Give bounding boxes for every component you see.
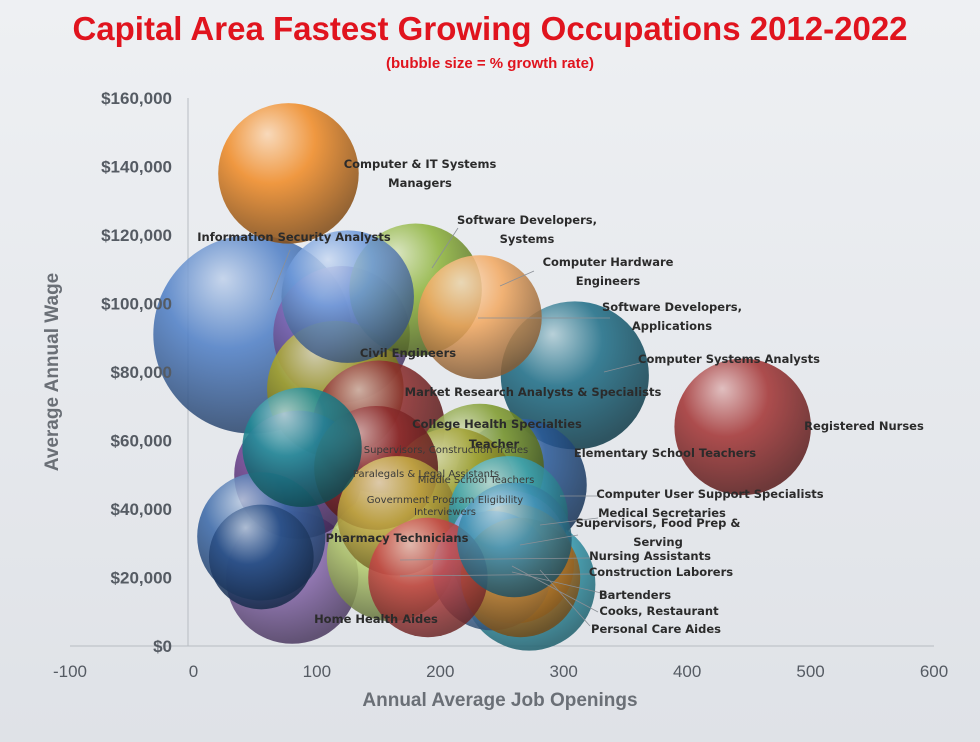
- bubble-label: Personal Care Aides: [591, 622, 721, 636]
- x-axis-ticks: -100 0 100 200 300 400 500 600: [53, 662, 948, 681]
- x-axis-title: Annual Average Job Openings: [362, 690, 637, 711]
- bubble: [242, 387, 362, 508]
- bubble-label: Computer User Support Specialists: [596, 487, 823, 501]
- chart-title: Capital Area Fastest Growing Occupations…: [72, 10, 907, 47]
- bubble-label: Bartenders: [599, 588, 671, 602]
- y-tick-label: $40,000: [111, 500, 172, 519]
- x-tick-label: 400: [673, 662, 701, 681]
- leader-line: [539, 569, 591, 627]
- y-tick-label: $140,000: [101, 158, 172, 177]
- bubble-layer: [153, 103, 811, 651]
- chart-subtitle: (bubble size = % growth rate): [386, 55, 594, 72]
- bubble: [218, 103, 359, 244]
- bubble-label: Nursing Assistants: [589, 549, 711, 563]
- x-tick-label: 300: [550, 662, 578, 681]
- leader-line: [431, 227, 459, 269]
- x-tick-label: 100: [303, 662, 331, 681]
- bubble: [208, 504, 314, 610]
- bubble-label: Managers: [388, 176, 452, 190]
- y-tick-label: $120,000: [101, 226, 172, 245]
- bubble-label: Computer Systems Analysts: [638, 352, 820, 366]
- bubble-label: Serving: [633, 535, 683, 549]
- bubble-label: Medical Secretaries: [598, 506, 726, 520]
- bubble-label: Market Research Analysts & Specialists: [405, 385, 662, 399]
- y-tick-label: $160,000: [101, 89, 172, 108]
- bubble-label: Elementary School Teachers: [574, 446, 756, 460]
- y-tick-label: $60,000: [111, 432, 172, 451]
- bubble-label: Supervisors, Food Prep &: [576, 516, 741, 530]
- leader-line: [603, 362, 641, 373]
- y-tick-label: $20,000: [111, 569, 172, 588]
- bubble-label: Supervisors, Construction Trades: [364, 445, 528, 456]
- bubble-label: Computer & IT Systems: [344, 157, 497, 171]
- bubble-label: Software Developers,: [602, 300, 742, 314]
- bubble-label: Applications: [632, 319, 712, 333]
- leader-line: [269, 249, 291, 301]
- y-axis-title: Average Annual Wage: [42, 273, 63, 472]
- bubble-label-layer: Computer & IT Systems Managers Information…: [197, 157, 924, 636]
- bubble-label: Home Health Aides: [314, 612, 438, 626]
- bubble: [417, 255, 542, 380]
- bubble-label: Information Security Analysts: [197, 230, 391, 244]
- bubble: [281, 230, 414, 363]
- bubble-label: Software Developers,: [457, 213, 597, 227]
- x-tick-label: 0: [189, 662, 198, 681]
- x-tick-label: 500: [796, 662, 824, 681]
- y-tick-label: $100,000: [101, 295, 172, 314]
- bubble-label: Teacher: [469, 437, 520, 451]
- bubble-label: Interviewers: [414, 507, 476, 518]
- bubble-label: Middle School Teachers: [418, 475, 535, 486]
- leader-line: [399, 573, 591, 577]
- bubble: [674, 358, 811, 496]
- bubble-label: Pharmacy Technicians: [326, 531, 469, 545]
- bubble: [456, 482, 572, 598]
- leader-line: [511, 571, 615, 597]
- leader-line: [511, 565, 599, 613]
- bubble-label: Engineers: [576, 274, 641, 288]
- bubble-label: Civil Engineers: [360, 346, 456, 360]
- x-tick-label: 200: [426, 662, 454, 681]
- x-tick-label: -100: [53, 662, 87, 681]
- bubble-label: Government Program Eligibility: [367, 495, 524, 506]
- bubble-label: Construction Laborers: [589, 565, 733, 579]
- bubble-label: Cooks, Restaurant: [599, 604, 719, 618]
- leader-lines: [269, 227, 641, 627]
- bubble-label: Computer Hardware: [543, 255, 674, 269]
- bubble-label: College Health Specialties: [412, 417, 582, 431]
- leader-line: [399, 557, 591, 561]
- leader-line: [499, 270, 535, 287]
- bubble-label: Paralegals & Legal Assistants: [353, 469, 499, 480]
- y-tick-label: $80,000: [111, 363, 172, 382]
- bubble-label: Systems: [500, 232, 555, 246]
- leader-line: [519, 534, 579, 546]
- y-axis-ticks: $0 $20,000 $40,000 $60,000 $80,000 $100,000 $1…: [101, 89, 172, 656]
- bubble-label: Registered Nurses: [804, 419, 924, 433]
- leader-line: [539, 517, 599, 526]
- y-tick-label: $0: [153, 637, 172, 656]
- x-tick-label: 600: [920, 662, 948, 681]
